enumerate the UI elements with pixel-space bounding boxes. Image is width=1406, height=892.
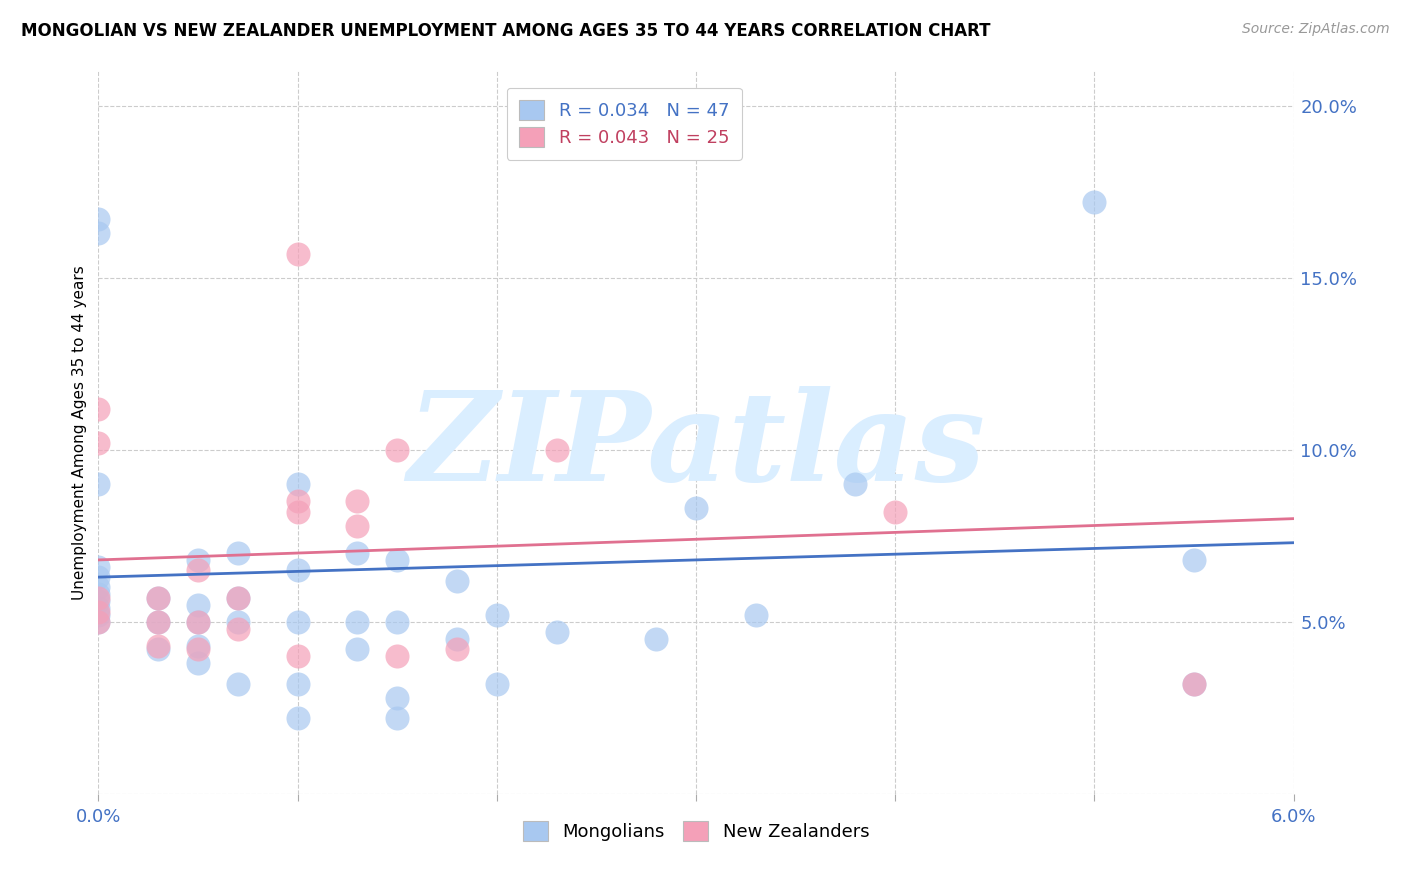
Point	[884, 505, 907, 519]
Point	[87, 615, 110, 629]
Point	[745, 607, 768, 622]
Point	[87, 477, 110, 491]
Point	[148, 642, 170, 657]
Point	[187, 598, 209, 612]
Point	[385, 690, 409, 705]
Text: Source: ZipAtlas.com: Source: ZipAtlas.com	[1241, 22, 1389, 37]
Point	[844, 477, 866, 491]
Point	[87, 226, 110, 240]
Point	[645, 632, 668, 646]
Point	[187, 563, 209, 577]
Point	[226, 591, 249, 605]
Point	[1182, 677, 1205, 691]
Point	[87, 401, 110, 416]
Point	[187, 639, 209, 653]
Point	[87, 559, 110, 574]
Point	[346, 615, 368, 629]
Point	[87, 581, 110, 595]
Point	[226, 677, 249, 691]
Point	[226, 622, 249, 636]
Point	[446, 574, 468, 588]
Point	[187, 656, 209, 670]
Point	[87, 615, 110, 629]
Y-axis label: Unemployment Among Ages 35 to 44 years: Unemployment Among Ages 35 to 44 years	[72, 265, 87, 600]
Point	[346, 518, 368, 533]
Point	[287, 677, 309, 691]
Point	[87, 591, 110, 605]
Point	[87, 436, 110, 450]
Point	[546, 442, 568, 457]
Point	[226, 615, 249, 629]
Point	[1083, 195, 1105, 210]
Text: ZIPatlas: ZIPatlas	[406, 386, 986, 508]
Point	[485, 677, 508, 691]
Point	[87, 587, 110, 601]
Point	[385, 553, 409, 567]
Point	[1182, 553, 1205, 567]
Point	[87, 605, 110, 619]
Point	[226, 546, 249, 560]
Point	[187, 615, 209, 629]
Point	[226, 591, 249, 605]
Point	[287, 246, 309, 260]
Point	[87, 212, 110, 227]
Point	[446, 632, 468, 646]
Point	[287, 615, 309, 629]
Legend: Mongolians, New Zealanders: Mongolians, New Zealanders	[513, 812, 879, 850]
Point	[385, 615, 409, 629]
Point	[148, 591, 170, 605]
Point	[546, 625, 568, 640]
Point	[148, 615, 170, 629]
Point	[287, 477, 309, 491]
Point	[87, 601, 110, 615]
Point	[385, 649, 409, 664]
Point	[287, 563, 309, 577]
Point	[346, 642, 368, 657]
Point	[287, 505, 309, 519]
Point	[187, 615, 209, 629]
Point	[346, 494, 368, 508]
Point	[148, 591, 170, 605]
Point	[385, 711, 409, 725]
Point	[87, 607, 110, 622]
Point	[187, 642, 209, 657]
Point	[187, 553, 209, 567]
Point	[1182, 677, 1205, 691]
Point	[287, 711, 309, 725]
Point	[446, 642, 468, 657]
Point	[287, 649, 309, 664]
Point	[385, 442, 409, 457]
Point	[685, 501, 707, 516]
Point	[148, 639, 170, 653]
Point	[287, 494, 309, 508]
Point	[485, 607, 508, 622]
Point	[148, 615, 170, 629]
Point	[346, 546, 368, 560]
Point	[87, 570, 110, 584]
Point	[87, 594, 110, 608]
Text: MONGOLIAN VS NEW ZEALANDER UNEMPLOYMENT AMONG AGES 35 TO 44 YEARS CORRELATION CH: MONGOLIAN VS NEW ZEALANDER UNEMPLOYMENT …	[21, 22, 991, 40]
